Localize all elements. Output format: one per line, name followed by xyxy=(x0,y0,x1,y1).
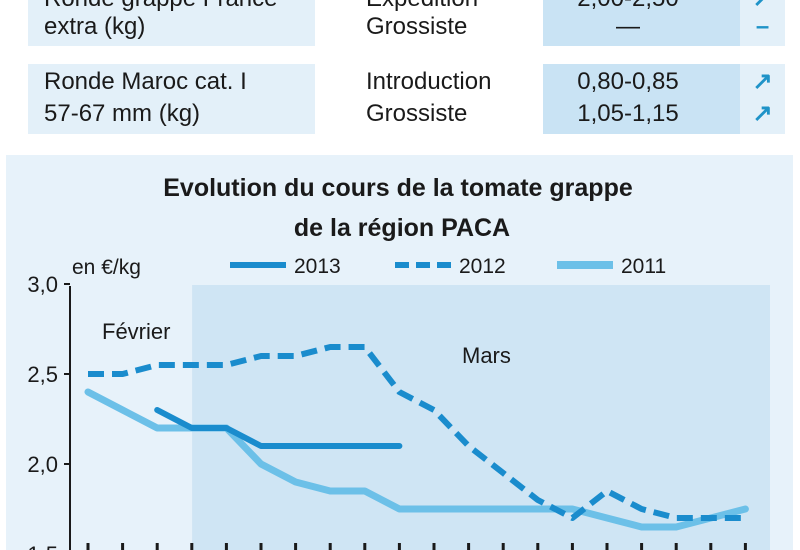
stage-line-1: Expédition xyxy=(366,0,478,14)
chart-title-line-2: de la région PACA xyxy=(294,214,510,242)
arrow-up-right-icon: ↗ xyxy=(752,100,773,127)
chart-axes: 1,5 2,0 2,5 3,0 xyxy=(27,272,747,550)
arrow-up-right-icon: ↗ xyxy=(740,0,785,14)
table-row: Ronde Maroc cat. I 57-67 mm (kg) Introdu… xyxy=(28,64,785,134)
chart-title-line-1: Evolution du cours de la tomate grappe xyxy=(163,174,633,202)
period-label: Février xyxy=(102,319,170,344)
dash-icon: – xyxy=(755,13,770,40)
stage-cell: Expédition Grossiste xyxy=(346,0,543,46)
y-tick-label: 1,5 xyxy=(27,542,58,550)
y-tick-label: 3,0 xyxy=(27,272,58,297)
legend-label: 2013 xyxy=(294,255,341,278)
product-line-2: 57-67 mm (kg) xyxy=(44,100,201,127)
chart-legend: 2013 2012 2011 xyxy=(230,255,666,278)
y-tick-label: 2,0 xyxy=(27,452,58,477)
period-label: Mars xyxy=(462,343,511,368)
price-line-1: 2,00-2,50 xyxy=(543,0,713,14)
product-line-1: Ronde Maroc cat. I xyxy=(44,68,247,95)
price-cell: 2,00-2,50 — xyxy=(543,0,740,46)
stage-line-2: Grossiste xyxy=(366,100,468,127)
price-cell: 0,80-0,85 1,05-1,15 xyxy=(543,64,740,134)
product-cell: Ronde Maroc cat. I 57-67 mm (kg) xyxy=(28,64,315,134)
stage-cell: Introduction Grossiste xyxy=(346,64,543,134)
series-line-2013 xyxy=(154,407,403,449)
product-line-1: Ronde grappe France xyxy=(44,0,277,14)
legend-label: 2012 xyxy=(459,255,506,278)
stage-line-1: Introduction xyxy=(366,68,492,95)
product-line-2: extra (kg) xyxy=(44,13,146,40)
price-line-2: — xyxy=(616,13,640,40)
trend-cell: ↗ – xyxy=(740,0,785,46)
period-labels: Février Mars xyxy=(102,319,511,368)
y-axis-unit-label: en €/kg xyxy=(72,256,141,279)
price-table: Ronde grappe France extra (kg) Expéditio… xyxy=(0,0,800,150)
legend-label: 2011 xyxy=(621,255,666,278)
series-lines xyxy=(84,344,749,531)
arrow-up-right-icon: ↗ xyxy=(752,68,773,95)
series-line-2012 xyxy=(88,344,746,521)
trend-cell: ↗ ↗ xyxy=(740,64,785,134)
price-line-1: 0,80-0,85 xyxy=(577,68,679,95)
table-row: Ronde grappe France extra (kg) Expéditio… xyxy=(28,0,785,46)
price-line-2: 1,05-1,15 xyxy=(577,100,679,127)
product-cell: Ronde grappe France extra (kg) xyxy=(28,0,315,46)
y-tick-label: 2,5 xyxy=(27,362,58,387)
stage-line-2: Grossiste xyxy=(366,13,468,40)
